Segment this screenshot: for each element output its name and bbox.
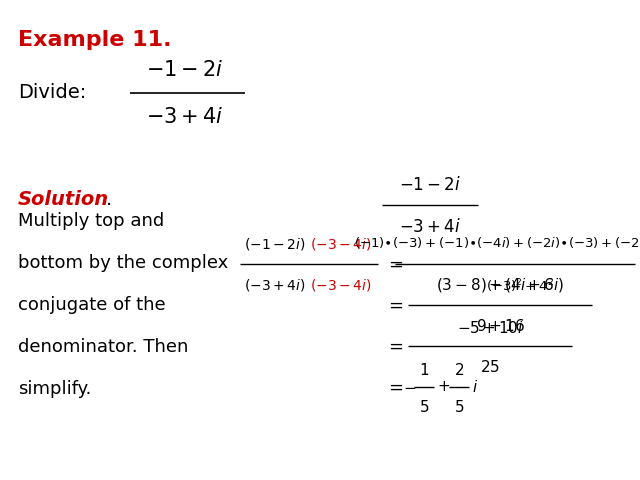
Text: $=$: $=$ xyxy=(385,296,404,314)
Text: $(-1){\bullet}(-3)+(-1){\bullet}(-4i)+(-2i){\bullet}(-3)+(-2)(-4i^2)$: $(-1){\bullet}(-3)+(-1){\bullet}(-4i)+(-… xyxy=(354,234,640,252)
Text: $(-3-4i)$: $(-3-4i)$ xyxy=(310,236,372,252)
Text: $9+16$: $9+16$ xyxy=(476,318,524,334)
Text: $-1-2i$: $-1-2i$ xyxy=(399,176,461,194)
Text: $i$: $i$ xyxy=(472,379,478,395)
Text: Solution: Solution xyxy=(18,190,109,209)
Text: $(-3-4i)$: $(-3-4i)$ xyxy=(310,277,372,293)
Text: $1$: $1$ xyxy=(419,362,429,378)
Text: $-5+10i$: $-5+10i$ xyxy=(456,320,524,336)
Text: $-3+4i$: $-3+4i$ xyxy=(399,218,461,236)
Text: Multiply top and: Multiply top and xyxy=(18,212,164,230)
Text: $=$: $=$ xyxy=(385,378,404,396)
Text: $2$: $2$ xyxy=(454,362,464,378)
Text: denominator. Then: denominator. Then xyxy=(18,338,188,356)
Text: .: . xyxy=(106,190,112,209)
Text: bottom by the complex: bottom by the complex xyxy=(18,254,228,272)
Text: Example 11.: Example 11. xyxy=(18,30,172,50)
Text: $=$: $=$ xyxy=(385,337,404,355)
Text: $25$: $25$ xyxy=(480,359,500,375)
Text: $-1-2i$: $-1-2i$ xyxy=(147,60,224,80)
Text: conjugate of the: conjugate of the xyxy=(18,296,166,314)
Text: $(-3+4i)$: $(-3+4i)$ xyxy=(244,277,306,293)
Text: $5$: $5$ xyxy=(454,399,464,415)
Text: $5$: $5$ xyxy=(419,399,429,415)
Text: $(-1-2i)$: $(-1-2i)$ xyxy=(244,236,306,252)
Text: $-$: $-$ xyxy=(403,380,416,394)
Text: $-3+4i$: $-3+4i$ xyxy=(147,107,224,127)
Text: $(3-8)+(4i+6i)$: $(3-8)+(4i+6i)$ xyxy=(436,276,564,294)
Text: $(-3)^2+4^2$: $(-3)^2+4^2$ xyxy=(486,277,554,295)
Text: Divide:: Divide: xyxy=(18,83,86,101)
Text: $=$: $=$ xyxy=(385,255,404,273)
Text: $+$: $+$ xyxy=(437,380,450,394)
Text: simplify.: simplify. xyxy=(18,380,92,398)
